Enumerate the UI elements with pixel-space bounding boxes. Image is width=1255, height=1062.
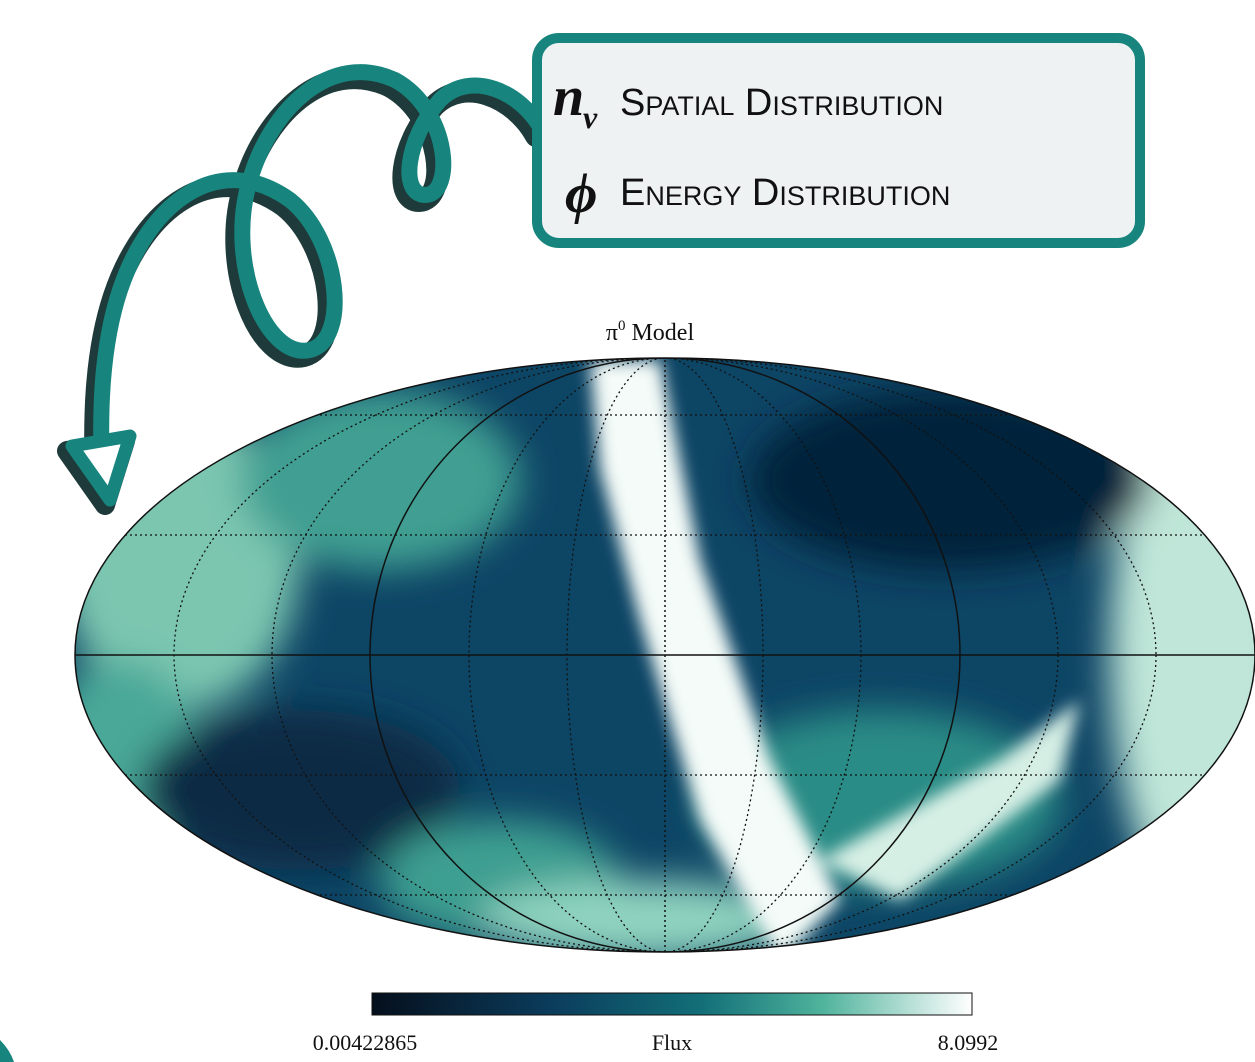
- colorbar-max: 8.0992: [938, 1030, 999, 1055]
- title-superscript: 0: [618, 318, 626, 334]
- title-text: Model: [631, 320, 694, 346]
- map-title: π0 Model: [606, 318, 695, 346]
- colorbar-label: Flux: [652, 1030, 692, 1055]
- colorbar: [372, 993, 972, 1015]
- subscript: ν: [583, 99, 598, 135]
- symbol: ϕ: [565, 163, 597, 225]
- corner-decoration: [0, 1040, 14, 1062]
- sky-map: [40, 350, 1255, 960]
- legend-label: Energy Distribution: [620, 172, 950, 214]
- legend-label: Spatial Distribution: [620, 82, 943, 124]
- title-symbol: π: [606, 320, 618, 346]
- figure: n ν Spatial Distribution ϕ Energy Distri…: [0, 0, 1255, 1062]
- symbol: n: [553, 66, 584, 128]
- colorbar-min: 0.00422865: [313, 1030, 418, 1055]
